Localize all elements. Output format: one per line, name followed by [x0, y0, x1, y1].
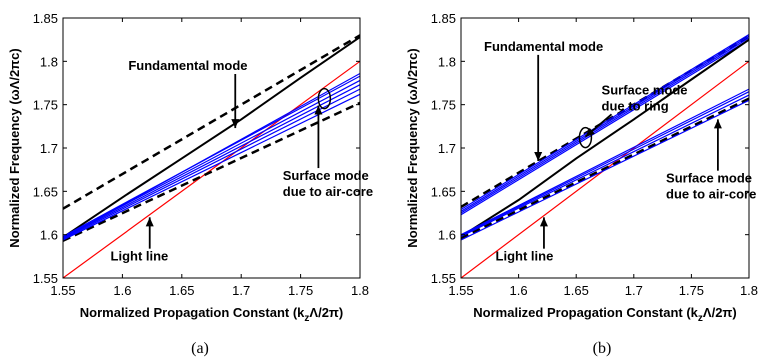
panel-b-series-line-6 [461, 38, 749, 238]
panel-a-series-group [63, 34, 360, 278]
panel-a-y-tick-label: 1.8 [40, 54, 58, 69]
panel-b-mode-ellipse [578, 126, 593, 149]
panel-b-y-tick-label: 1.6 [438, 228, 456, 243]
panel-b-y-tick-label: 1.7 [438, 141, 456, 156]
panel-b-series-line-9 [461, 91, 749, 237]
panel-b-x-tick-label: 1.7 [625, 283, 643, 298]
panel-b-annotation-0: Fundamental mode [484, 39, 603, 54]
panel-a-y-tick-label: 1.55 [33, 271, 58, 286]
panel-a-axes-frame [62, 17, 361, 279]
panel-a-y-tick-label: 1.65 [33, 184, 58, 199]
panel-a-annotation-2: Light line [111, 249, 169, 264]
panel-a-y-tick-label: 1.85 [33, 11, 58, 26]
panel-b-annotation-arrowhead-1 [585, 127, 595, 137]
panel-a-series-line-6 [63, 84, 360, 239]
panel-b-series-line-4 [461, 33, 749, 211]
panel-b-series-line-3 [461, 35, 749, 212]
panel-b-series-line-11 [461, 99, 749, 241]
panel-a-x-tick-label: 1.65 [169, 283, 194, 298]
panel-b-series-line-2 [461, 37, 749, 214]
panel-a-series-line-1 [63, 34, 360, 210]
panel-a-annotation-arrowhead-2 [145, 217, 154, 227]
panel-a-annotation-arrowhead-1 [314, 105, 323, 115]
panel-b-series-line-10 [461, 88, 749, 236]
panel-b-y-tick-label: 1.85 [431, 11, 456, 26]
panel-b-annotation-3: Light line [496, 249, 554, 264]
panel-a-x-tick-label: 1.75 [288, 283, 313, 298]
panel-b-y-tick-label: 1.55 [431, 271, 456, 286]
panel-b-axes-frame [460, 17, 750, 279]
panel-a-x-tick-label: 1.8 [351, 283, 369, 298]
panel-b-x-tick-label: 1.8 [740, 283, 758, 298]
panel-a-series-line-4 [63, 93, 360, 241]
panel-a-series-line-2 [63, 36, 360, 239]
panel-a-y-tick-label: 1.75 [33, 98, 58, 113]
panel-a-y-axis-label: Normalized Frequency (ωΛ/2πc) [7, 48, 22, 247]
panel-b-annotation-arrowhead-0 [534, 152, 543, 161]
panel-b-x-tick-label: 1.6 [510, 283, 528, 298]
panel-a-series-line-0 [63, 60, 360, 278]
panel-b-caption: (b) [593, 340, 612, 357]
panel-a-caption: (a) [191, 340, 209, 357]
panel-a-x-tick-label: 1.6 [113, 283, 131, 298]
panel-a-series-line-9 [63, 72, 360, 239]
panel-b-x-axis-label: Normalized Propagation Constant (kzΛ/2π) [473, 305, 736, 324]
panel-b-x-tick-label: 1.65 [564, 283, 589, 298]
panel-b-series-group [461, 33, 749, 278]
panel-a-x-tick-label: 1.7 [232, 283, 250, 298]
panel-a-annotation-arrowhead-0 [231, 119, 240, 129]
panel-b-annotation-2: Surface mode due to air-core [666, 171, 756, 202]
panel-b-annotation-arrowhead-2 [713, 119, 722, 129]
panel-a-x-axis-label: Normalized Propagation Constant (kzΛ/2π) [80, 305, 343, 324]
panel-a-annotation-1: Surface mode due to air-core [283, 168, 373, 199]
panel-b-x-tick-label: 1.55 [448, 283, 473, 298]
panel-b-plot: 1.55 1.6 1.65 1.7 1.75 1.8 1.55 1.6 1.65 1.7 1.75 1… [405, 11, 758, 357]
panel-b-series-line-1 [461, 35, 749, 208]
panel-b-series-line-7 [461, 97, 749, 240]
panel-b-annotation-1: Surface mode due to ring [602, 82, 688, 113]
panel-b-series-line-8 [461, 94, 749, 237]
panel-a-series-line-5 [63, 88, 360, 240]
panel-a-x-tick-label: 1.55 [50, 283, 75, 298]
panel-b-y-tick-label: 1.8 [438, 54, 456, 69]
panel-a-y-tick-label: 1.7 [40, 141, 58, 156]
panel-b-y-axis-label: Normalized Frequency (ωΛ/2πc) [405, 48, 420, 247]
panel-b-series-line-5 [461, 39, 749, 216]
panel-b-y-tick-label: 1.75 [431, 98, 456, 113]
panel-a-y-tick-label: 1.6 [40, 228, 58, 243]
panel-a-series-line-3 [63, 101, 360, 242]
panel-a-plot: 1.55 1.6 1.65 1.7 1.75 1.8 1.55 1.6 1.65 1.7 1.75 1… [7, 11, 373, 357]
panel-b-x-tick-label: 1.75 [679, 283, 704, 298]
panel-a-annotation-0: Fundamental mode [128, 58, 247, 73]
panel-a-mode-ellipse [317, 87, 332, 110]
panel-b-y-tick-label: 1.65 [431, 184, 456, 199]
panel-b-annotation-arrowhead-3 [539, 217, 548, 227]
